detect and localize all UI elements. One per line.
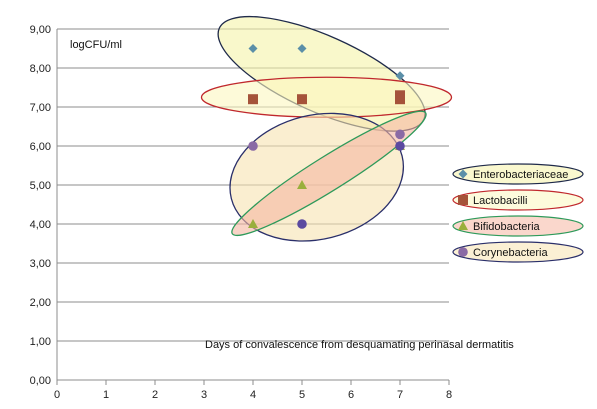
legend-oval xyxy=(452,215,584,237)
y-tick-label: 1,00 xyxy=(30,336,51,348)
x-tick-label: 3 xyxy=(201,389,207,401)
x-tick-label: 8 xyxy=(446,389,452,401)
y-tick-label: 7,00 xyxy=(30,102,51,114)
legend-oval xyxy=(452,189,584,211)
highlight-ellipse-bifidobacteria xyxy=(231,110,427,237)
data-point-corynebacteria xyxy=(395,141,405,151)
y-tick-label: 3,00 xyxy=(30,258,51,270)
legend-marker xyxy=(458,195,468,205)
highlight-ellipses xyxy=(200,15,453,242)
y-tick-label: 2,00 xyxy=(30,297,51,309)
data-point-corynebacteria xyxy=(248,141,258,151)
legend: Enterobacteriaceae Lactobacilli Bifidobact… xyxy=(452,163,584,263)
data-points xyxy=(248,44,405,229)
data-point-lactobacilli xyxy=(395,94,405,105)
legend-marker xyxy=(458,247,468,257)
highlight-ellipse-lactobacilli xyxy=(200,76,453,118)
x-tick-label: 5 xyxy=(299,389,305,401)
x-axis-annotation: Days of convalescence from desquamating … xyxy=(205,339,514,351)
data-point-corynebacteria xyxy=(297,219,307,229)
y-tick-label: 4,00 xyxy=(30,219,51,231)
x-tick-label: 0 xyxy=(54,389,60,401)
legend-label: Bifidobacteria xyxy=(473,221,541,233)
x-tick-label: 6 xyxy=(348,389,354,401)
data-point-lactobacilli xyxy=(248,94,258,105)
legend-oval xyxy=(452,163,584,185)
data-point-bifidobacteria xyxy=(248,219,258,228)
legend-label: Enterobacteriaceae xyxy=(473,169,568,181)
data-point-corynebacteria xyxy=(395,129,405,140)
y-unit-label: logCFU/ml xyxy=(70,39,122,51)
axis-tick-labels: 0,00 1,00 2,00 3,00 4,00 5,00 6,00 7,00 8,00 9,00… xyxy=(30,24,452,401)
legend-label: Corynebacteria xyxy=(473,247,548,259)
legend-oval xyxy=(452,241,584,263)
legend-label: Lactobacilli xyxy=(473,195,527,207)
data-point-enterobacteriaceae xyxy=(395,71,405,81)
legend-item-lactobacilli: Lactobacilli xyxy=(452,189,584,211)
data-point-bifidobacteria xyxy=(297,180,307,189)
legend-item-bifidobacteria: Bifidobacteria xyxy=(452,215,584,237)
y-tick-label: 6,00 xyxy=(30,141,51,153)
y-tick-label: 8,00 xyxy=(30,63,51,75)
x-tick-label: 2 xyxy=(152,389,158,401)
data-point-enterobacteriaceae xyxy=(297,44,307,53)
legend-item-enterobacteriaceae: Enterobacteriaceae xyxy=(452,163,584,185)
legend-marker xyxy=(458,169,468,179)
x-tick-label: 4 xyxy=(250,389,256,401)
legend-item-corynebacteria: Corynebacteria xyxy=(452,241,584,263)
x-tick-label: 7 xyxy=(397,389,403,401)
y-tick-label: 9,00 xyxy=(30,24,51,36)
data-point-enterobacteriaceae xyxy=(248,44,258,53)
y-tick-label: 0,00 xyxy=(30,375,51,387)
legend-marker xyxy=(458,221,468,230)
x-tick-label: 1 xyxy=(103,389,109,401)
data-point-lactobacilli xyxy=(297,94,307,105)
y-tick-label: 5,00 xyxy=(30,180,51,192)
